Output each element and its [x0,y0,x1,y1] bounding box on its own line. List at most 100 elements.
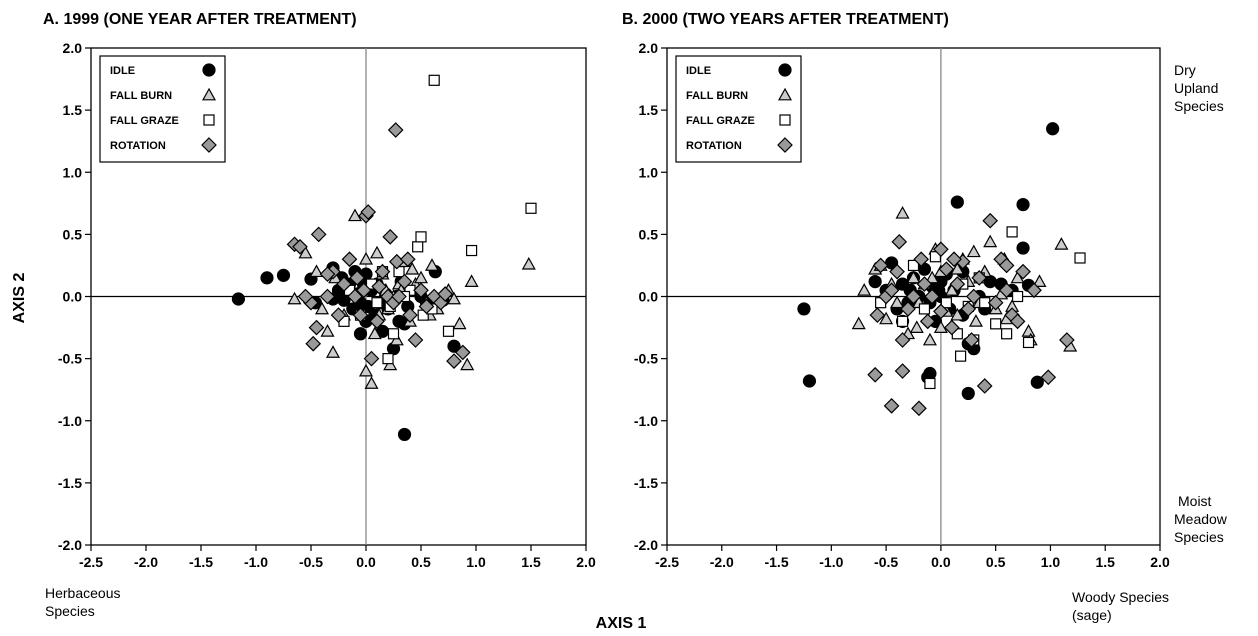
panel-b-x-tick-label: -2.0 [710,554,734,570]
panel-a-title: A. 1999 (ONE YEAR AFTER TREATMENT) [43,11,357,28]
woody-annotation: Woody Species (sage) [1072,589,1173,623]
panel-b-x-tick-label: 0.5 [986,554,1006,570]
panel-b-legend: IDLE FALL BURN FALL GRAZE ROTATION [675,55,802,163]
panel-b-point-rotation [1059,332,1075,348]
moist-line-2: Meadow [1174,511,1228,527]
panel-b-y-tick-label: 1.0 [639,164,659,180]
panel-a-legend-marker-fall-burn [201,87,217,101]
panel-a-x-tick-label: -0.5 [299,554,323,570]
panel-a-x-tick-label: -2.0 [134,554,158,570]
panel-b-point-rotation [872,257,889,274]
panel-a-x-tick-label: -1.5 [189,554,213,570]
panel-a-point-fall-burn [358,363,374,377]
panel-a-point-rotation [347,288,363,305]
panel-a-point-fall-burn [367,326,382,340]
panel-b-point-fall-burn [1032,274,1047,287]
panel-b-point-fall-graze [955,350,967,362]
panel-a-plot-area: -2.5 -2.0 -1.5 -1.0 -0.5 0.0 0.5 1.0 1.5 2.0-2.0-… [58,40,596,570]
panel-b-legend-marker-fall-burn [777,87,793,101]
herbaceous-annotation: Herbaceous Species [45,585,124,619]
panel-a-point-rotation [437,286,454,302]
panel-a-point-fall-graze [412,241,424,253]
panel-b-point-fall-graze [1074,252,1086,264]
panel-a-point-fall-graze [415,231,427,243]
panel-b-point-fall-burn [1021,324,1036,337]
panel-b-point-rotation [938,261,955,278]
panel-b-plot-area: -2.5 -2.0 -1.5 -1.0 -0.5 0.0 0.5 1.0 1.5 2.0-2.0-… [634,40,1170,570]
panel-b-point-idle [950,195,964,209]
panel-a-y-tick-label: -2.0 [58,537,82,553]
panel-a-point-fall-burn [452,316,467,330]
panel-b-y-tick-label: -1.0 [634,413,658,429]
panel-a-legend-label-rotation: ROTATION [110,140,166,152]
panel-b-point-fall-graze [1001,328,1013,340]
panel-a-point-fall-graze [466,244,478,257]
panel-a-point-rotation [341,251,358,268]
panel-a-1999: A. 1999 (ONE YEAR AFTER TREATMENT) -2.5-… [43,11,596,570]
panel-b-point-rotation [933,241,949,258]
panel-b-point-rotation [894,363,911,379]
panel-a-point-fall-burn [460,357,475,371]
panel-b-legend-label-idle: IDLE [686,65,711,77]
panel-b-point-fall-burn [895,206,910,219]
panel-b-y-tick-label: 0.5 [639,226,659,242]
panel-b-legend-marker-fall-graze [779,114,791,126]
panel-b-point-fall-burn [925,270,940,284]
panel-a-legend-marker-rotation [201,137,217,153]
panel-b-y-tick-label: -0.5 [634,351,658,367]
panel-b-point-rotation [976,378,993,394]
panel-a-point-fall-burn [364,376,379,389]
panel-a-legend: IDLE FALL BURN FALL GRAZE ROTATION [99,55,226,163]
panel-b-point-fall-burn [857,283,872,296]
panel-b-point-rotation [949,276,966,292]
woody-line-1: Woody Species [1072,589,1169,605]
panel-b-point-rotation [883,282,900,299]
panel-b-point-rotation [971,270,988,286]
panel-a-point-fall-burn [389,332,404,346]
panel-b-point-idle [868,274,882,289]
panel-b-point-idle [797,302,811,316]
panel-a-point-rotation [330,307,347,323]
panel-b-point-fall-burn [944,283,959,296]
panel-a-point-fall-graze [442,325,455,337]
panel-b-legend-marker-idle [778,63,792,77]
moist-line-1: Moist [1178,493,1212,509]
panel-b-point-fall-burn [1010,270,1025,284]
panel-b-point-rotation [911,400,927,417]
panel-b-point-rotation [924,288,940,305]
herbaceous-line-1: Herbaceous [45,585,121,601]
panel-a-point-rotation [355,282,372,299]
panel-b-point-idle [961,386,975,401]
panel-a-legend-marker-idle [202,63,216,77]
panel-b-point-rotation [894,332,911,348]
panel-b-y-tick-label: 0.0 [639,289,659,305]
panel-a-point-rotation [352,307,369,323]
panel-b-point-rotation [867,366,884,383]
y-axis-title: AXIS 2 [11,273,28,324]
panel-a-point-fall-graze [387,328,400,340]
panel-b-point-rotation [946,251,962,268]
panel-a-point-rotation [371,278,388,295]
herbaceous-line-2: Species [45,603,95,619]
panel-a-x-tick-label: 0.5 [411,554,431,570]
panel-a-legend-label-fall-graze: FALL GRAZE [110,115,179,127]
panel-a-point-rotation [387,122,404,138]
panel-b-point-rotation [963,332,980,348]
panel-b-point-rotation [965,288,982,305]
panel-b-point-fall-graze [918,303,931,315]
panel-b-x-tick-label: -1.0 [819,554,843,570]
panel-b-x-tick-label: -2.5 [655,554,679,570]
panel-a-point-idle [447,339,461,353]
x-axis-title: AXIS 1 [596,615,647,632]
panel-a-point-fall-burn [320,324,335,337]
panel-b-point-rotation [883,397,900,414]
panel-a-y-tick-label: 0.0 [63,289,83,305]
panel-b-legend-marker-rotation [777,137,793,153]
panel-a-point-fall-burn [287,291,302,305]
panel-a-x-tick-label: -2.5 [79,554,103,570]
panel-b-legend-label-rotation: ROTATION [686,140,742,152]
panel-b-point-rotation [1009,313,1026,330]
panel-a-point-rotation [446,353,462,369]
panel-a-point-rotation [360,204,377,220]
panel-a-point-rotation [305,335,322,352]
